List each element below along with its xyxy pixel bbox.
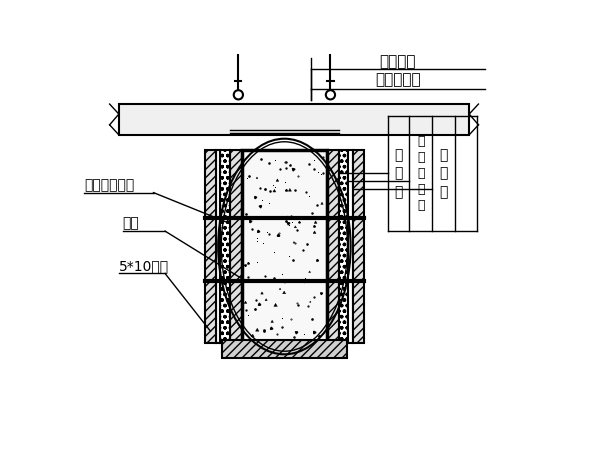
Polygon shape bbox=[313, 231, 316, 234]
Bar bbox=[353, 150, 364, 343]
Polygon shape bbox=[273, 189, 276, 192]
Polygon shape bbox=[276, 179, 279, 181]
Polygon shape bbox=[299, 221, 301, 223]
Bar bbox=[339, 150, 349, 343]
Bar bbox=[242, 150, 327, 343]
Circle shape bbox=[234, 90, 243, 99]
Text: 一层棉被: 一层棉被 bbox=[380, 54, 416, 69]
Bar bbox=[327, 150, 339, 343]
Text: 拉杆: 拉杆 bbox=[123, 216, 139, 230]
Text: 5*10方木: 5*10方木 bbox=[119, 259, 169, 273]
Text: 白
铁
皮: 白 铁 皮 bbox=[440, 148, 448, 199]
Polygon shape bbox=[283, 291, 286, 294]
Bar bbox=[242, 150, 327, 343]
Polygon shape bbox=[244, 301, 247, 303]
Bar bbox=[216, 150, 220, 343]
Polygon shape bbox=[314, 221, 317, 223]
Bar bbox=[230, 150, 242, 343]
Bar bbox=[205, 150, 216, 343]
Text: 竹
胶
板: 竹 胶 板 bbox=[395, 148, 403, 199]
Polygon shape bbox=[308, 271, 311, 273]
Bar bbox=[119, 104, 469, 135]
Polygon shape bbox=[271, 320, 274, 323]
Text: 一层塑料布: 一层塑料布 bbox=[375, 72, 421, 87]
Polygon shape bbox=[294, 226, 296, 228]
Polygon shape bbox=[256, 177, 258, 179]
Polygon shape bbox=[321, 202, 323, 204]
Polygon shape bbox=[310, 301, 311, 302]
Polygon shape bbox=[279, 288, 281, 289]
Bar bbox=[349, 150, 353, 343]
Polygon shape bbox=[256, 328, 259, 331]
Polygon shape bbox=[289, 189, 292, 191]
Bar bbox=[220, 150, 230, 343]
Bar bbox=[222, 341, 347, 358]
Polygon shape bbox=[265, 299, 267, 301]
Text: 铁丝绑扎牢固: 铁丝绑扎牢固 bbox=[84, 178, 134, 192]
Polygon shape bbox=[261, 292, 263, 294]
Polygon shape bbox=[284, 282, 286, 283]
Polygon shape bbox=[251, 334, 254, 337]
Polygon shape bbox=[274, 303, 277, 306]
Polygon shape bbox=[293, 242, 295, 243]
Circle shape bbox=[326, 90, 335, 99]
Text: 塑
料
泡
沫
板: 塑 料 泡 沫 板 bbox=[417, 135, 424, 212]
